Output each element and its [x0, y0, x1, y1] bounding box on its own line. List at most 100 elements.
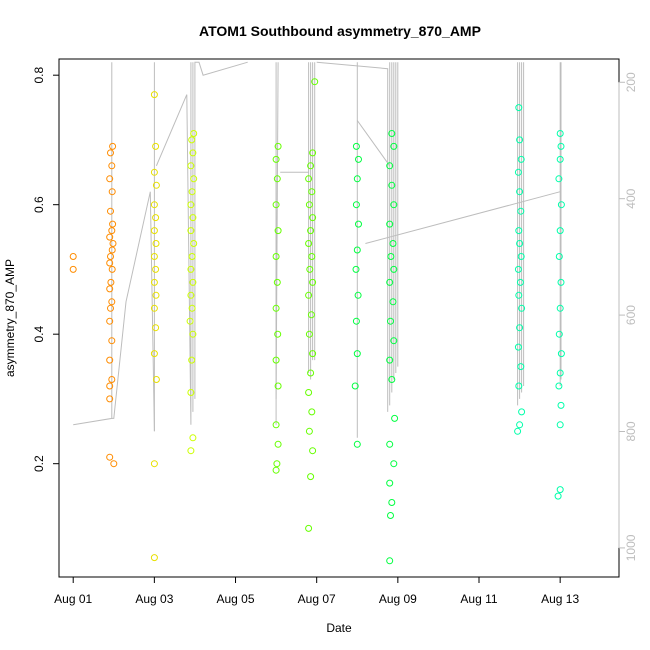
data-point [556, 421, 564, 429]
overlay-line [275, 62, 279, 399]
data-point [69, 265, 77, 273]
data-point [517, 253, 525, 260]
data-point [305, 175, 313, 183]
data-point [187, 201, 195, 209]
data-point [390, 265, 398, 273]
data-point [109, 220, 117, 228]
data-point [152, 291, 160, 299]
data-point [307, 311, 315, 319]
data-point [150, 91, 158, 99]
data-point [355, 220, 362, 228]
plot-frame [58, 58, 620, 578]
data-point [386, 356, 394, 364]
overlay-line [73, 62, 113, 426]
data-point [189, 149, 197, 157]
data-point [307, 162, 315, 170]
data-point [186, 317, 194, 325]
data-point [109, 142, 117, 150]
data-point [108, 337, 116, 345]
y-axis: 0.2 0.4 0.6 0.8 [32, 67, 60, 472]
data-point [309, 278, 317, 286]
data-point [353, 440, 361, 448]
data-point [390, 142, 398, 150]
right-axis: 200 400 600 800 1000 [618, 72, 638, 561]
data-point [555, 382, 563, 390]
data-point [274, 142, 282, 150]
data-point [557, 401, 565, 409]
data-point [150, 201, 158, 209]
x-tick-label: Aug 05 [216, 592, 254, 606]
data-point [352, 265, 360, 273]
data-point [388, 499, 396, 506]
x-axis: Aug 01 Aug 03 Aug 05 Aug 07 Aug 09 Aug 11 Aug … [54, 576, 579, 606]
data-point [106, 356, 114, 364]
data-point [272, 421, 280, 429]
data-point [556, 155, 564, 163]
data-point [187, 291, 195, 299]
data-point [108, 246, 116, 254]
data-point [309, 214, 317, 222]
right-tick-label: 1000 [624, 534, 638, 561]
data-point [106, 317, 114, 325]
data-point [106, 395, 114, 403]
x-tick-label: Aug 03 [135, 592, 173, 606]
data-point [106, 175, 114, 183]
y-tick-label: 0.4 [32, 326, 46, 343]
series-group [186, 130, 198, 455]
data-point [556, 130, 564, 137]
y-tick-label: 0.6 [32, 196, 46, 213]
data-point [557, 201, 565, 209]
data-point [554, 492, 562, 500]
data-point [518, 408, 526, 416]
right-tick-label: 400 [624, 188, 638, 208]
right-tick-label: 200 [624, 72, 638, 92]
data-point [106, 259, 114, 267]
data-point [387, 253, 395, 260]
data-point [390, 201, 398, 209]
data-point [516, 278, 524, 286]
data-point [150, 350, 158, 358]
data-point [305, 240, 313, 247]
data-point [272, 466, 280, 474]
data-point [514, 265, 522, 273]
data-point [272, 356, 280, 364]
data-point [352, 201, 360, 209]
overlay-line [155, 62, 192, 425]
data-point [514, 343, 522, 351]
data-point [187, 389, 195, 396]
data-point [108, 188, 116, 196]
y-tick-label: 0.8 [32, 67, 46, 84]
data-point [306, 265, 314, 273]
data-point [515, 104, 523, 112]
series-group [272, 78, 319, 532]
data-point [109, 240, 117, 247]
data-point [557, 350, 565, 358]
data-point [308, 253, 316, 260]
data-point [272, 155, 280, 163]
data-point [386, 278, 394, 286]
data-point [189, 330, 197, 338]
x-tick-label: Aug 07 [298, 592, 336, 606]
data-point [272, 201, 280, 209]
data-point [354, 291, 362, 299]
data-point [555, 330, 563, 338]
data-point [69, 253, 77, 260]
y-tick-label: 0.2 [32, 455, 46, 472]
data-point [152, 181, 160, 189]
data-point [274, 330, 282, 338]
data-point [516, 421, 524, 429]
data-point [188, 188, 196, 196]
data-point [188, 356, 196, 364]
series-group [351, 130, 399, 565]
data-point [190, 175, 198, 183]
data-point [152, 265, 160, 273]
data-point [190, 130, 198, 137]
data-point [152, 214, 160, 222]
data-point [189, 434, 197, 442]
data-point [274, 227, 282, 235]
data-point [516, 136, 524, 144]
data-point [555, 253, 563, 260]
data-point [305, 291, 313, 299]
data-point [108, 298, 116, 306]
data-point [556, 486, 564, 494]
